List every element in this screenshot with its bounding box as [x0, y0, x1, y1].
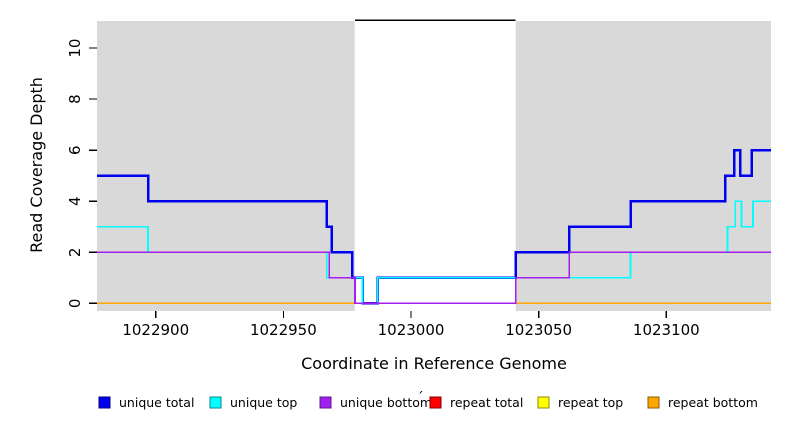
legend-label-repeat-total: repeat total: [450, 395, 523, 410]
axes: 0 2 4 6 8 10 1022900 1022950 1023000 1023050 10231…: [66, 39, 700, 339]
unique-region-right: [515, 21, 771, 311]
legend-swatch-repeat-bottom: [647, 396, 660, 409]
y-axis-title: Read Coverage Depth: [27, 77, 46, 253]
y-tick-label: 2: [66, 248, 84, 258]
legend-label-unique-total: unique total: [119, 395, 194, 410]
legend-swatch-unique-top: [209, 396, 222, 409]
x-tick-label: 1022950: [250, 321, 317, 339]
legend: unique total unique top unique bottom repea…: [98, 395, 758, 410]
series-unique-top-line: [97, 200, 771, 305]
legend-label-repeat-bottom: repeat bottom: [668, 395, 758, 410]
legend-label-repeat-top: repeat top: [558, 395, 623, 410]
x-tick-label: 1023050: [505, 321, 572, 339]
legend-stray-mark: ´: [417, 391, 424, 406]
y-tick-label: 8: [66, 94, 84, 104]
x-tick-label: 1023000: [378, 321, 445, 339]
background-bands: [97, 21, 771, 311]
y-tick-label: 10: [66, 39, 84, 58]
legend-label-unique-top: unique top: [230, 395, 297, 410]
legend-swatch-repeat-total: [429, 396, 442, 409]
series-unique-total-line: [97, 148, 771, 305]
y-tick-label: 4: [66, 196, 84, 206]
series-lines: [97, 148, 771, 305]
x-tick-label: 1022900: [122, 321, 189, 339]
series-unique-bottom-line: [97, 251, 771, 305]
x-tick-label: 1023100: [633, 321, 700, 339]
unique-region-left: [97, 21, 355, 311]
x-axis-title: Coordinate in Reference Genome: [301, 354, 567, 373]
repeat-region: [354, 21, 516, 311]
legend-swatch-repeat-top: [537, 396, 550, 409]
legend-swatch-unique-bottom: [319, 396, 332, 409]
legend-label-unique-bottom: unique bottom: [340, 395, 432, 410]
legend-swatch-unique-total: [98, 396, 111, 409]
y-tick-label: 0: [66, 299, 84, 309]
y-tick-label: 6: [66, 145, 84, 155]
